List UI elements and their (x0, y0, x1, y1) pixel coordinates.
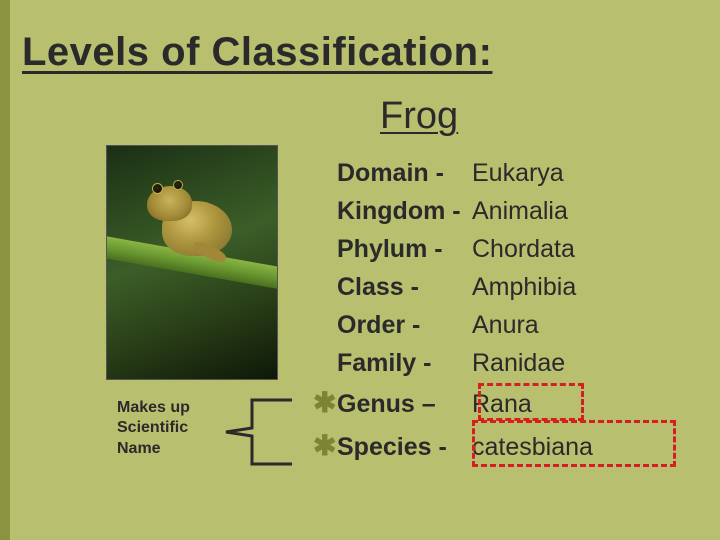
list-item: Family - Ranidae (313, 344, 713, 382)
page-title: Levels of Classification: (22, 30, 492, 75)
caption-line-3: Name (117, 440, 161, 457)
frog-eye-right (173, 180, 183, 190)
taxon-value: Eukarya (472, 154, 564, 192)
taxon-value: Rana (472, 385, 532, 423)
taxon-label: Family - (337, 344, 472, 382)
taxon-label: Order - (337, 306, 472, 344)
bullet-star-icon: ✱ (313, 382, 337, 425)
list-item: Kingdom - Animalia (313, 192, 713, 230)
page-subtitle: Frog (380, 95, 458, 138)
taxon-value: Ranidae (472, 344, 565, 382)
bracket-icon (222, 392, 292, 472)
taxon-label: Domain - (337, 154, 472, 192)
taxon-label: Genus – (337, 385, 472, 423)
taxon-label: Species - (337, 428, 472, 466)
list-item: ✱ Genus – Rana (313, 382, 713, 425)
photo-caption: Makes up Scientific Name (117, 398, 190, 459)
list-item: Phylum - Chordata (313, 230, 713, 268)
list-item: Order - Anura (313, 306, 713, 344)
list-item: ✱ Species - catesbiana (313, 425, 713, 468)
taxon-value: Anura (472, 306, 539, 344)
taxon-label: Phylum - (337, 230, 472, 268)
taxon-label: Class - (337, 268, 472, 306)
taxon-label: Kingdom - (337, 192, 472, 230)
bullet-star-icon: ✱ (313, 425, 337, 468)
classification-list: Domain - Eukarya Kingdom - Animalia Phyl… (313, 154, 713, 467)
taxon-value: Chordata (472, 230, 575, 268)
taxon-value: catesbiana (472, 428, 593, 466)
taxon-value: Animalia (472, 192, 568, 230)
caption-line-2: Scientific (117, 419, 188, 436)
frog-eye-left (152, 183, 163, 194)
frog-photo (106, 145, 278, 380)
list-item: Domain - Eukarya (313, 154, 713, 192)
taxon-value: Amphibia (472, 268, 576, 306)
accent-sidebar (0, 0, 10, 540)
caption-line-1: Makes up (117, 399, 190, 416)
list-item: Class - Amphibia (313, 268, 713, 306)
